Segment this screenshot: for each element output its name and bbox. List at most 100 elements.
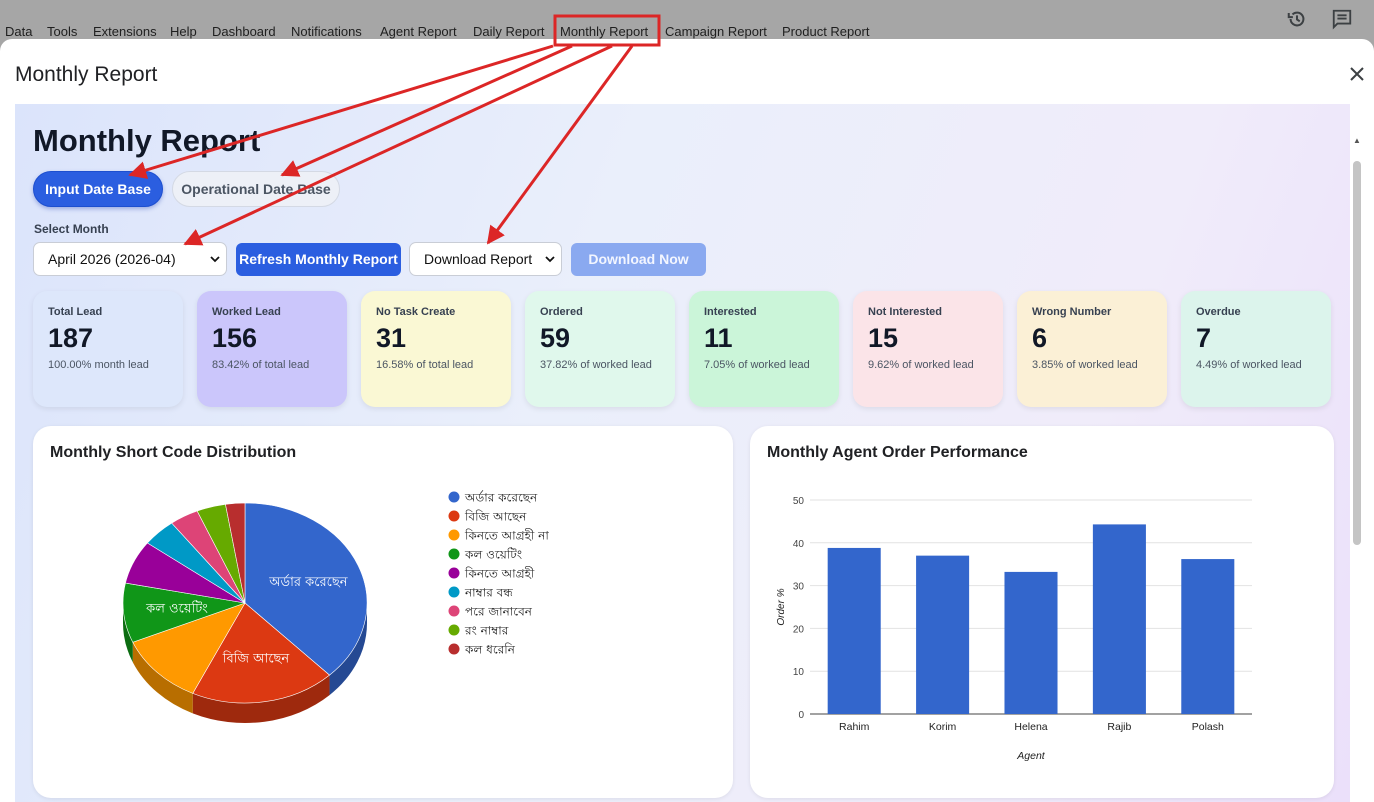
- menu-extensions[interactable]: Extensions: [93, 24, 157, 39]
- stat-card-worked-lead: Worked Lead 156 83.42% of total lead: [197, 291, 347, 407]
- pie-side-walls: [123, 603, 367, 723]
- menubar: Data Tools Extensions Help Dashboard Not…: [0, 0, 1374, 40]
- x-tick-label: Korim: [929, 721, 957, 733]
- bar-chart: 0 10 20 30 40 50 Rahim Korim Helena Rajib Polash Ag…: [776, 496, 1252, 762]
- menu-campaign-report[interactable]: Campaign Report: [665, 24, 767, 39]
- card-value: 11: [704, 323, 733, 353]
- download-select-value: Download Report: [424, 251, 533, 267]
- scroll-up-arrow[interactable]: ▲: [1353, 136, 1361, 145]
- chevron-down-icon: [545, 256, 555, 263]
- legend-swatch: [448, 567, 460, 579]
- stat-card-no-task-create: No Task Create 31 16.58% of total lead: [361, 291, 511, 407]
- legend-label: রং নাম্বার: [464, 624, 509, 638]
- legend-label: পরে জানাবেন: [465, 605, 533, 619]
- pie-slices: [122, 502, 368, 704]
- refresh-monthly-report-button[interactable]: Refresh Monthly Report: [236, 243, 401, 276]
- legend-swatch: [448, 586, 460, 598]
- legend-swatch: [448, 643, 460, 655]
- menu-daily-report[interactable]: Daily Report: [473, 24, 545, 39]
- dialog-title: Monthly Report: [15, 63, 158, 86]
- card-subtext: 83.42% of total lead: [212, 359, 310, 371]
- y-tick-label: 40: [793, 539, 805, 550]
- menu-monthly-report[interactable]: Monthly Report: [560, 24, 649, 39]
- bar[interactable]: [1181, 559, 1235, 714]
- card-subtext: 4.49% of worked lead: [1196, 359, 1302, 371]
- menu-data[interactable]: Data: [5, 24, 33, 39]
- history-icon[interactable]: [1286, 8, 1308, 30]
- pie-slice[interactable]: [225, 502, 246, 604]
- legend-swatch: [448, 605, 460, 617]
- card-subtext: 3.85% of worked lead: [1032, 359, 1138, 371]
- comment-icon[interactable]: [1331, 8, 1353, 30]
- bar[interactable]: [916, 555, 970, 714]
- menu-product-report[interactable]: Product Report: [782, 24, 870, 39]
- legend-swatch: [448, 548, 460, 560]
- card-value: 6: [1032, 323, 1048, 353]
- close-icon[interactable]: [1349, 66, 1365, 82]
- card-label: Interested: [704, 306, 757, 318]
- legend-label: কিনতে আগ্রহী না: [464, 529, 549, 543]
- pie-slice-side: [192, 675, 330, 723]
- card-label: Worked Lead: [212, 306, 281, 318]
- pie-slice[interactable]: [192, 602, 331, 704]
- pie-legend: অর্ডার করেছেন বিজি আছেন কিনতে আগ্রহী না কল …: [448, 491, 549, 657]
- x-axis-label: Agent: [1016, 750, 1046, 762]
- x-tick-label: Helena: [1014, 721, 1047, 733]
- bar[interactable]: [1004, 571, 1058, 714]
- legend-label: নাম্বার বন্ধ: [464, 586, 513, 600]
- menu-dashboard[interactable]: Dashboard: [212, 24, 276, 39]
- card-subtext: 9.62% of worked lead: [868, 359, 974, 371]
- download-report-select[interactable]: Download Report: [409, 242, 562, 276]
- short-code-distribution-panel: Monthly Short Code Distribution অর্ডার ক…: [33, 426, 733, 798]
- card-label: Ordered: [540, 306, 583, 318]
- card-value: 15: [868, 323, 899, 353]
- pie-slice-label: কল ওয়েটিং: [145, 601, 208, 617]
- download-now-button[interactable]: Download Now: [571, 243, 706, 276]
- pie-slice-side: [132, 642, 193, 714]
- card-value: 59: [540, 323, 571, 353]
- scrollbar-thumb[interactable]: [1353, 161, 1361, 545]
- legend-swatch: [448, 624, 460, 636]
- pie-slice-side: [123, 603, 133, 663]
- bar-chart-title: Monthly Agent Order Performance: [767, 444, 1028, 461]
- card-label: Wrong Number: [1032, 306, 1112, 318]
- month-select[interactable]: April 2026 (2026-04): [33, 242, 227, 276]
- stat-card-interested: Interested 11 7.05% of worked lead: [689, 291, 839, 407]
- pie-slice[interactable]: [244, 502, 368, 676]
- x-tick-label: Polash: [1192, 721, 1224, 733]
- legend-swatch: [448, 510, 460, 522]
- legend-label: কল ওয়েটিং: [464, 548, 522, 562]
- bar[interactable]: [827, 547, 881, 714]
- y-axis-label: Order %: [776, 588, 787, 625]
- menu-notifications[interactable]: Notifications: [291, 24, 362, 39]
- card-value: 31: [376, 323, 407, 353]
- stat-card-wrong-number: Wrong Number 6 3.85% of worked lead: [1017, 291, 1167, 407]
- pie-chart-title: Monthly Short Code Distribution: [50, 444, 297, 461]
- legend-label: অর্ডার করেছেন: [464, 491, 538, 505]
- menu-tools[interactable]: Tools: [47, 24, 78, 39]
- card-label: Not Interested: [868, 306, 942, 318]
- menu-agent-report[interactable]: Agent Report: [380, 24, 457, 39]
- bar[interactable]: [1092, 524, 1146, 714]
- month-select-value: April 2026 (2026-04): [48, 251, 176, 267]
- report-content: Monthly Report Input Date Base Operation…: [15, 104, 1350, 802]
- legend-label: কল ধরেনি: [464, 643, 516, 657]
- stat-card-not-interested: Not Interested 15 9.62% of worked lead: [853, 291, 1003, 407]
- pie-slice[interactable]: [132, 602, 246, 694]
- legend-swatch: [448, 491, 460, 503]
- agent-order-performance-panel: Monthly Agent Order Performance 0 10 20 30 4…: [750, 426, 1334, 798]
- stat-card-overdue: Overdue 7 4.49% of worked lead: [1181, 291, 1331, 407]
- card-value: 156: [212, 323, 258, 353]
- menu-help[interactable]: Help: [170, 24, 197, 39]
- card-value: 7: [1196, 323, 1212, 353]
- legend-label: বিজি আছেন: [464, 510, 527, 524]
- pie-slice[interactable]: [122, 582, 246, 643]
- card-subtext: 37.82% of worked lead: [540, 359, 652, 371]
- card-value: 187: [48, 323, 94, 353]
- y-tick-label: 20: [793, 624, 805, 635]
- y-tick-label: 0: [798, 710, 804, 721]
- pie-slice-label: অর্ডার করেছেন: [268, 574, 347, 590]
- operational-date-base-button[interactable]: Operational Date Base: [172, 171, 340, 207]
- select-month-label: Select Month: [34, 222, 109, 236]
- input-date-base-button[interactable]: Input Date Base: [33, 171, 163, 207]
